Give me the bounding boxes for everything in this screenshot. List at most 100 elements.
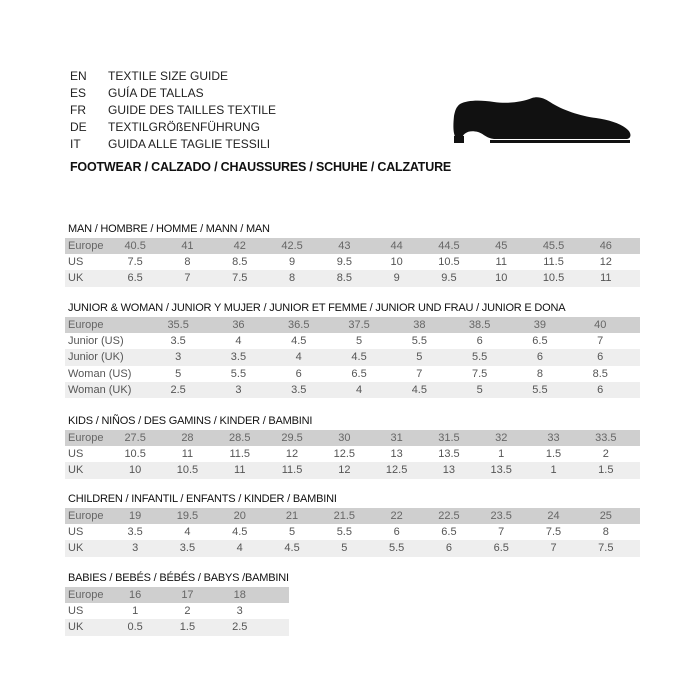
table-row: Junior (US) 3.5 4 4.5 5 5.5 6 6.5 7 <box>65 333 640 350</box>
size-cell: 44 <box>390 240 403 252</box>
size-cell: 9.5 <box>336 256 352 269</box>
size-cell: 36.5 <box>288 319 310 331</box>
size-cell: 12.5 <box>333 448 356 461</box>
size-cell: 36 <box>232 319 245 331</box>
size-cell: 17 <box>181 589 194 601</box>
size-cell: 6 <box>476 335 483 348</box>
size-cell: 5 <box>341 542 348 555</box>
size-cell: 9 <box>393 272 400 285</box>
language-line: ES GUÍA DE TALLAS <box>70 85 276 102</box>
size-cell: 16 <box>129 589 142 601</box>
size-cell: 39 <box>533 319 547 331</box>
size-cell: 3 <box>175 351 182 364</box>
size-cell: 7.5 <box>232 272 248 285</box>
size-cell: 35.5 <box>167 319 189 331</box>
size-table: Europe 40.5 41 42 42.5 43 44 44.5 45 45.5 46 US 7.5 8… <box>65 238 640 287</box>
size-cell: 8 <box>184 256 191 269</box>
size-cell: 7 <box>416 367 423 380</box>
size-cell: 8 <box>602 526 609 539</box>
size-cell: 3.5 <box>170 335 186 348</box>
size-cell: 10 <box>390 256 403 269</box>
size-cell: 37.5 <box>348 319 370 331</box>
size-cell: 8.5 <box>232 256 248 269</box>
size-cell: 6 <box>536 351 543 364</box>
size-cell: 6.5 <box>127 272 143 285</box>
guide-title: GUÍA DE TALLAS <box>108 86 204 100</box>
size-cell: 8.5 <box>592 367 608 380</box>
size-cell: 7.5 <box>471 367 488 380</box>
size-cell: 30 <box>338 432 351 444</box>
row-label: Europe <box>68 589 104 601</box>
language-code: IT <box>70 137 81 151</box>
size-cell: 5.5 <box>411 335 427 348</box>
row-label: Junior (US) <box>68 335 124 348</box>
section-title: MAN / HOMBRE / HOMME / MANN / MAN <box>68 223 270 235</box>
size-cell: 41 <box>181 240 194 252</box>
size-cell: 10.5 <box>176 464 199 477</box>
section-title: BABIES / BEBÉS / BÉBÉS / BABYS /BAMBINI <box>68 572 289 584</box>
size-cell: 10.5 <box>438 256 460 269</box>
language-code: EN <box>70 69 87 83</box>
size-cell: 45.5 <box>542 240 565 252</box>
size-cell: 3 <box>235 383 242 396</box>
size-cell: 12.5 <box>385 464 408 477</box>
size-cell: 6.5 <box>532 335 548 348</box>
table-row: UK 6.5 7 7.5 8 8.5 9 9.5 10 10.5 11 <box>65 270 640 287</box>
size-cell: 13 <box>442 464 456 477</box>
size-cell: 1 <box>132 605 139 618</box>
size-cell: 11 <box>600 272 612 285</box>
size-cell: 5.5 <box>532 383 548 396</box>
row-label: Europe <box>68 510 104 522</box>
size-cell: 8 <box>536 367 543 380</box>
row-label: UK <box>68 542 84 555</box>
size-cell: 4 <box>355 383 363 396</box>
size-cell: 4.5 <box>351 351 367 364</box>
size-cell: 2 <box>184 605 191 618</box>
size-cell: 7.5 <box>127 256 143 269</box>
size-cell: 11.5 <box>229 448 251 461</box>
size-cell: 24 <box>547 510 560 522</box>
language-list: EN TEXTILE SIZE GUIDE ES GUÍA DE TALLAS FR… <box>70 68 276 153</box>
size-cell: 40.5 <box>124 240 146 252</box>
size-cell: 10 <box>495 272 508 285</box>
size-cell: 6 <box>393 526 400 539</box>
size-cell: 11 <box>495 256 507 269</box>
size-cell: 1.5 <box>598 464 614 477</box>
size-cell: 42 <box>233 240 246 252</box>
size-cell: 6.5 <box>441 526 457 539</box>
size-cell: 1 <box>550 464 557 477</box>
size-cell: 11.5 <box>281 464 303 477</box>
size-table: Europe 19 19.5 20 21 21.5 22 22.5 23.5 24 25 US 3.5 4… <box>65 508 640 557</box>
table-row: Woman (US) 5 5.5 6 6.5 7 7.5 8 8.5 <box>65 365 640 382</box>
size-cell: 0.5 <box>127 621 143 634</box>
table-row: US 7.5 8 8.5 9 9.5 10 10.5 11 11.5 12 <box>65 254 640 271</box>
shoe-icon <box>453 97 631 143</box>
section-man: MAN / HOMBRE / HOMME / MANN / MAN Europe 4… <box>65 222 640 287</box>
size-cell: 3 <box>236 605 243 618</box>
size-cell: 21 <box>285 510 299 522</box>
guide-title: TEXTILE SIZE GUIDE <box>108 69 229 83</box>
size-cell: 18 <box>233 589 246 601</box>
size-cell: 45 <box>495 240 508 252</box>
table-row: Woman (UK) 2.5 3 3.5 4 4.5 5 5.5 6 <box>65 381 640 398</box>
row-label: Woman (US) <box>68 367 132 380</box>
row-label: Europe <box>68 240 104 252</box>
language-code: FR <box>70 103 86 117</box>
section-junior-woman: JUNIOR & WOMAN / JUNIOR Y MUJER / JUNIOR… <box>65 301 640 398</box>
language-line: DE TEXTILGRÖßENFÜHRUNG <box>70 119 276 136</box>
size-cell: 13.5 <box>490 464 512 477</box>
size-cell: 4 <box>236 542 243 555</box>
size-cell: 4.5 <box>291 335 307 348</box>
size-cell: 42.5 <box>281 240 303 252</box>
table-header-row: Europe 27.5 28 28.5 29.5 30 31 31.5 32 33 33.5 <box>65 430 640 447</box>
size-cell: 25 <box>599 510 612 522</box>
size-cell: 43 <box>338 240 351 252</box>
row-label: Junior (UK) <box>68 351 124 364</box>
size-cell: 1.5 <box>179 621 196 634</box>
size-cell: 46 <box>599 240 612 252</box>
size-table: Europe 35.5 36 36.5 37.5 38 38.5 39 40 Junior (US… <box>65 317 640 398</box>
size-cell: 10.5 <box>124 448 146 461</box>
size-cell: 5 <box>355 335 363 348</box>
size-cell: 12 <box>599 256 612 269</box>
table-header-row: Europe 35.5 36 36.5 37.5 38 38.5 39 40 <box>65 317 640 334</box>
